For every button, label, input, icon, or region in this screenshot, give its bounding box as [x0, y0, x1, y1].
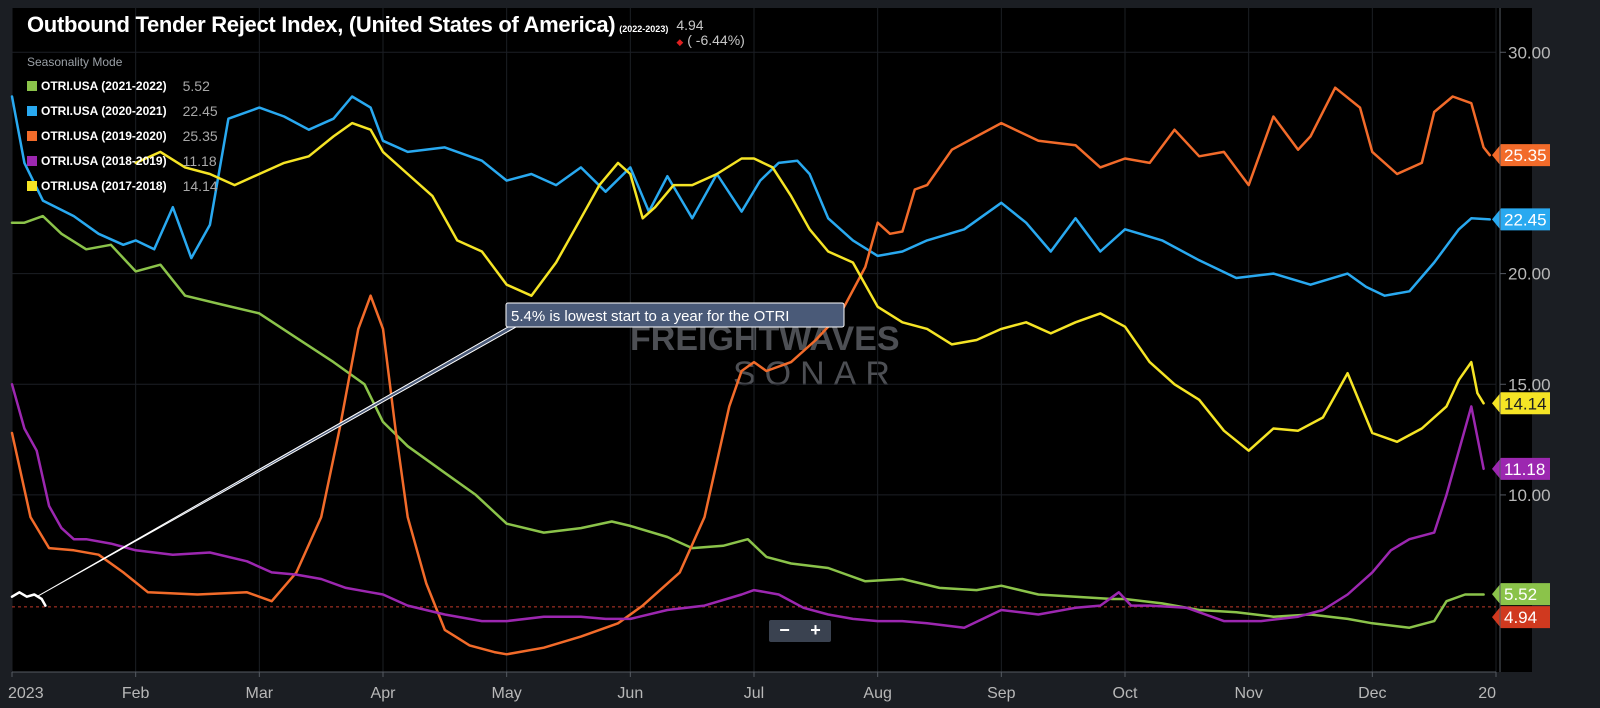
series-line-3[interactable]: [10, 383, 1485, 629]
series-group: [10, 86, 1492, 656]
annotation-box: [505, 302, 845, 328]
value-tag-shape: [1492, 606, 1550, 629]
chart-header: Outbound Tender Reject Index, (United St…: [27, 12, 745, 52]
x-tick-label: Dec: [1358, 685, 1386, 702]
series-line-5[interactable]: [10, 591, 47, 607]
x-tick-label: Feb: [122, 685, 150, 702]
legend-series-name: OTRI.USA (2021-2022): [41, 78, 167, 93]
change-value: ( -6.44%): [687, 32, 745, 48]
legend-swatch: [27, 180, 37, 191]
x-axis: 2023 Feb Mar Apr May Jun Jul Aug Sep Oct Nov Dec 20: [8, 671, 1497, 702]
seasonality-mode-label: Seasonality Mode: [27, 55, 123, 69]
value-tag-shape: [1492, 208, 1550, 231]
value-tag-label: 22.45: [1504, 210, 1547, 229]
y-axis: 10.00 15.00 20.00 30.00: [1499, 8, 1551, 672]
value-tag-shape: [1492, 457, 1550, 480]
value-tag-label: 25.35: [1504, 146, 1547, 165]
legend-swatch: [27, 80, 37, 91]
legend-series-value: 14.14: [182, 177, 218, 194]
zoom-in-button[interactable]: +: [810, 620, 821, 640]
legend-item[interactable]: OTRI.USA (2018-2019) 11.18: [27, 148, 218, 173]
value-tag-label: 11.18: [1504, 460, 1545, 479]
legend-swatch: [27, 130, 37, 141]
legend: OTRI.USA (2021-2022) 5.52 OTRI.USA (2020-2…: [27, 73, 218, 198]
legend-series-name: OTRI.USA (2018-2019): [41, 153, 167, 168]
series-line-0[interactable]: [10, 214, 1485, 629]
zoom-out-button[interactable]: −: [779, 620, 790, 640]
legend-series-name: OTRI.USA (2019-2020): [41, 128, 167, 143]
annotation: 5.4% is lowest start to a year for the O…: [36, 302, 845, 598]
series-line-4[interactable]: [134, 121, 1485, 452]
x-tick-label: Mar: [246, 685, 274, 702]
y-tick-label: 30.00: [1508, 43, 1551, 62]
series-line-1[interactable]: [10, 95, 1492, 297]
legend-item[interactable]: OTRI.USA (2019-2020) 25.35: [27, 123, 218, 148]
grid: [11, 8, 1497, 672]
legend-item[interactable]: OTRI.USA (2020-2021) 22.45: [27, 98, 218, 123]
x-tick-label: Jun: [617, 685, 643, 702]
x-tick-label: Nov: [1234, 685, 1262, 702]
value-tag-label: 14.14: [1504, 394, 1547, 413]
x-tick-label: Sep: [987, 685, 1016, 702]
legend-swatch: [27, 155, 37, 166]
value-tags: 25.35 22.45 14.14 11.18 5.52 4.94: [1492, 144, 1550, 629]
value-tag-label: 4.94: [1504, 608, 1537, 627]
x-tick-label: 2023: [8, 685, 44, 702]
value-tag-shape: [1492, 144, 1550, 167]
series-line-2[interactable]: [10, 86, 1492, 656]
legend-series-value: 5.52: [182, 77, 210, 94]
watermark-product: SONAR: [733, 355, 899, 393]
legend-series-value: 22.45: [182, 102, 218, 119]
legend-series-name: OTRI.USA (2017-2018): [41, 178, 167, 193]
x-tick-label: Apr: [371, 685, 397, 702]
title-period: (2022-2023): [619, 24, 669, 34]
annotation-text: 5.4% is lowest start to a year for the O…: [511, 308, 789, 325]
x-tick-label: Jul: [744, 685, 764, 702]
legend-item[interactable]: OTRI.USA (2021-2022) 5.52: [27, 73, 218, 98]
legend-series-name: OTRI.USA (2020-2021): [41, 103, 167, 118]
chart-title: Outbound Tender Reject Index, (United St…: [27, 12, 616, 37]
legend-item[interactable]: OTRI.USA (2017-2018) 14.14: [27, 173, 218, 198]
value-tag-shape: [1492, 583, 1550, 606]
title-stats: 4.94 ◆( -6.44%): [676, 18, 745, 50]
legend-series-value: 25.35: [182, 127, 218, 144]
x-tick-label: Aug: [863, 685, 891, 702]
legend-series-value: 11.18: [182, 152, 217, 169]
x-tick-label: May: [492, 685, 522, 702]
current-value: 4.94: [676, 17, 704, 33]
y-tick-label: 20.00: [1508, 265, 1551, 284]
zoom-control: − +: [769, 620, 831, 642]
plot-area: [12, 8, 1532, 672]
value-tag-shape: [1492, 392, 1550, 415]
x-tick-label: 20: [1478, 685, 1496, 702]
legend-swatch: [27, 105, 37, 116]
x-tick-label: Oct: [1113, 685, 1138, 702]
down-arrow-icon: ◆: [676, 37, 684, 47]
change-row: ◆( -6.44%): [676, 33, 745, 50]
y-tick-label: 10.00: [1508, 486, 1551, 505]
y-tick-label: 15.00: [1508, 375, 1551, 394]
value-tag-label: 5.52: [1504, 585, 1537, 604]
